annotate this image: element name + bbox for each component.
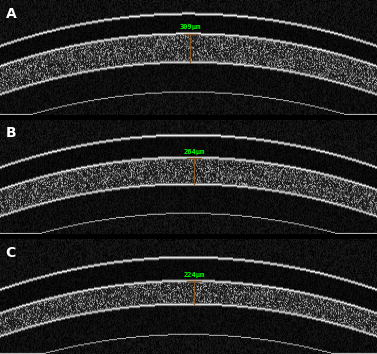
Text: C: C [6,246,16,260]
Text: 264μm: 264μm [184,149,205,155]
Text: 309μm: 309μm [180,24,201,30]
Text: 224μm: 224μm [184,272,205,278]
Text: A: A [6,7,17,21]
Text: B: B [6,126,16,141]
